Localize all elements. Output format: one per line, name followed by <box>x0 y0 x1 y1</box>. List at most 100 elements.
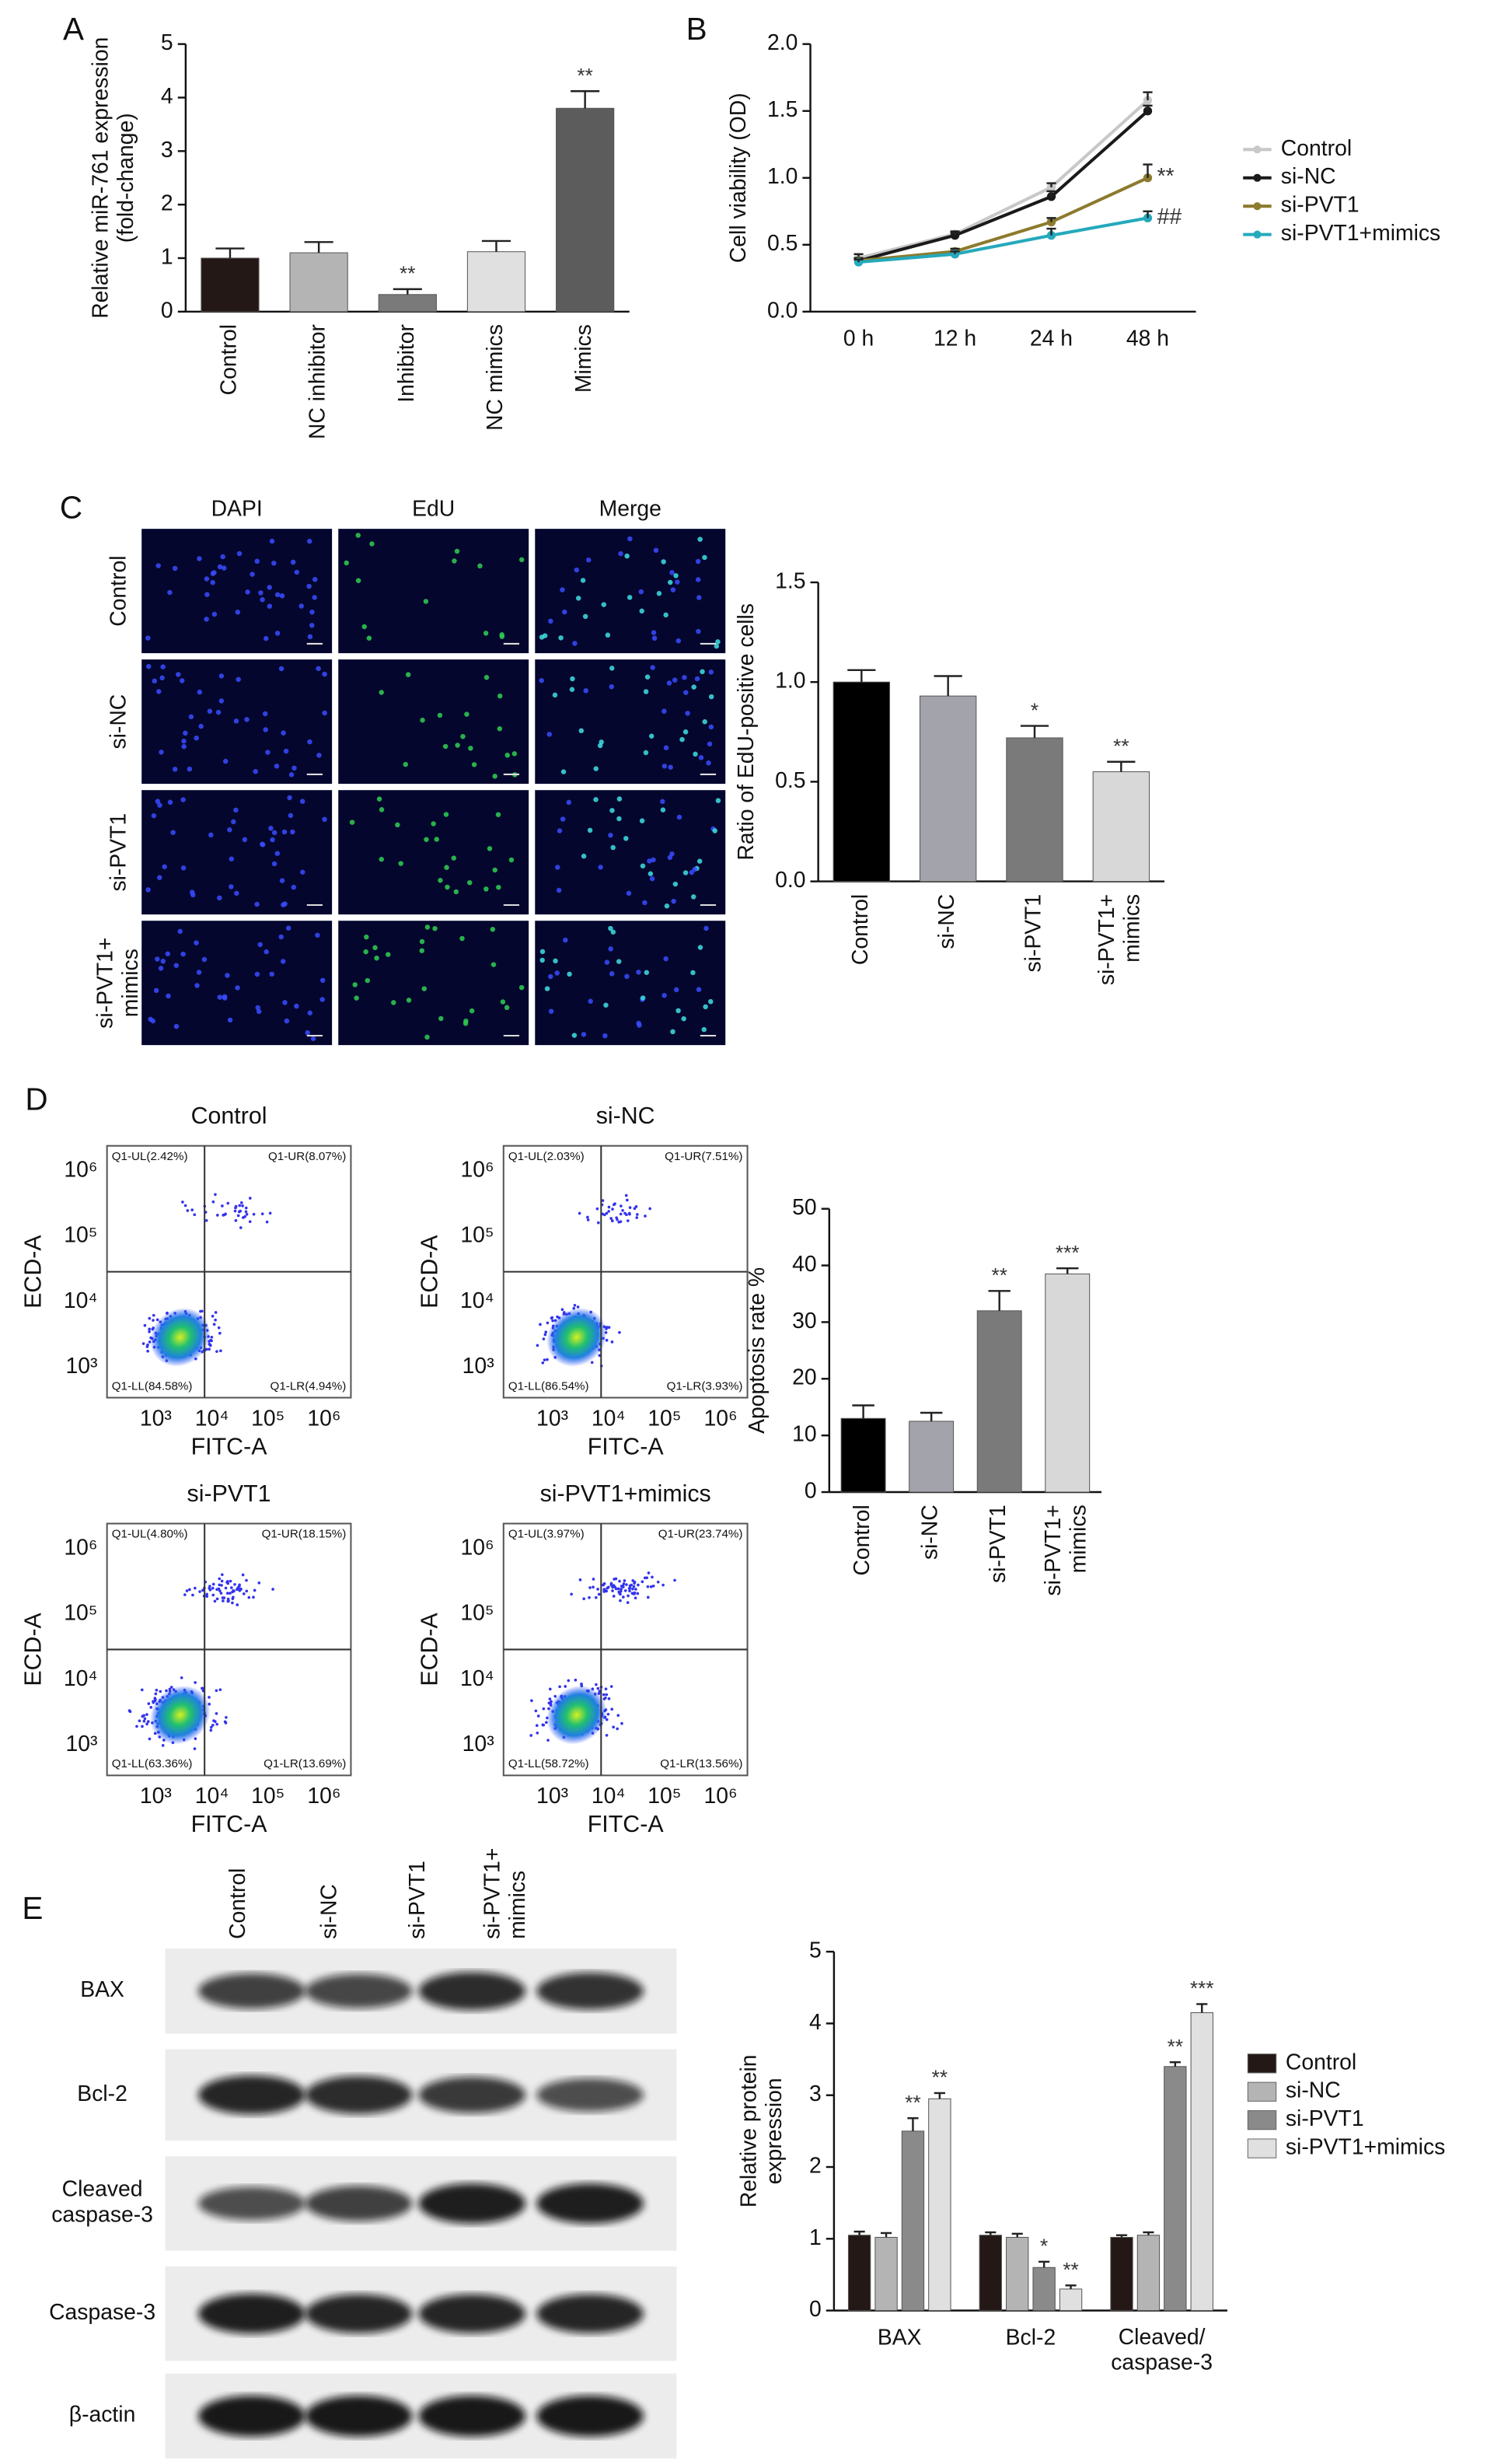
y-tick-label: 30 <box>792 1309 817 1333</box>
event-dot <box>229 1586 233 1589</box>
event-dot <box>628 1589 631 1592</box>
cell-dot <box>316 666 321 672</box>
error-bar <box>852 1404 874 1419</box>
significance-mark: ** <box>1157 164 1175 189</box>
plot-title: si-PVT1+mimics <box>540 1481 711 1507</box>
event-dot <box>628 1586 632 1590</box>
event-dot <box>147 1702 151 1705</box>
error-bar <box>1107 760 1136 772</box>
y-axis-label: Ratio of EdU-positive cells <box>734 603 759 861</box>
cell-dot <box>601 602 607 607</box>
event-dot <box>607 1205 611 1209</box>
y-axis-label: ECD-A <box>21 1235 47 1309</box>
event-dot <box>233 1209 237 1213</box>
cell-dot <box>152 678 157 684</box>
cell-dot <box>269 971 274 977</box>
event-dot <box>229 1592 232 1595</box>
cell-dot <box>290 829 295 835</box>
panel-letter: B <box>686 11 707 47</box>
event-dot <box>215 1588 218 1592</box>
event-dot <box>611 1589 614 1592</box>
bar <box>979 2235 1002 2312</box>
significance-mark: ** <box>991 1263 1007 1287</box>
legend-label: si-PVT1+mimics <box>1286 2135 1445 2160</box>
significance-mark: ** <box>1113 734 1129 757</box>
cell-dot <box>309 623 315 628</box>
event-dot <box>193 1213 197 1217</box>
cell-dot <box>511 751 518 757</box>
cell-dot <box>698 755 704 760</box>
quadrant-label: Q1-UR(7.51%) <box>665 1150 742 1163</box>
cell-dot <box>670 587 676 592</box>
event-dot <box>598 1354 602 1358</box>
x-tick-label: 12 h <box>934 327 976 351</box>
lane-label: si-NC <box>317 1884 342 1939</box>
event-dot <box>241 1204 244 1208</box>
event-dot <box>146 1720 150 1723</box>
cell-dot <box>542 633 548 638</box>
error-bar <box>853 258 864 263</box>
event-dot <box>542 1723 546 1727</box>
event-dot <box>146 1343 149 1347</box>
cell-dot <box>424 924 431 930</box>
event-dot <box>612 1725 615 1729</box>
event-dot <box>226 1597 230 1601</box>
cell-dot <box>624 973 630 980</box>
legend-label: si-PVT1 <box>1286 2106 1364 2131</box>
event-dot <box>185 1589 189 1592</box>
y-tick-label: 1.0 <box>775 669 805 694</box>
cell-dot <box>593 766 599 771</box>
event-dot <box>226 1599 230 1603</box>
cell-dot <box>172 565 178 571</box>
x-axis-label: FITC-A <box>588 1434 665 1459</box>
column-header: EdU <box>412 496 455 521</box>
cell-dot <box>369 541 375 547</box>
x-tick-label: 24 h <box>1030 327 1073 351</box>
lane-label: si-PVT1+mimics <box>480 1848 531 1939</box>
cell-dot <box>715 798 721 803</box>
event-dot <box>211 1593 215 1597</box>
cell-dot <box>597 743 603 749</box>
cell-dot <box>454 548 460 554</box>
event-dot <box>610 1707 614 1711</box>
cell-dot <box>669 851 675 857</box>
blot-band <box>198 2186 305 2221</box>
cell-dot <box>598 865 603 870</box>
cell-dot <box>661 559 666 564</box>
cell-dot <box>376 796 382 802</box>
cell-dot <box>386 952 391 957</box>
error-bar <box>847 669 876 683</box>
event-dot <box>221 1204 224 1208</box>
cell-dot <box>211 611 218 617</box>
cell-dot <box>668 579 673 585</box>
event-dot <box>619 1599 622 1602</box>
x-tick-label: Inhibitor <box>394 324 419 403</box>
event-dot <box>211 1314 215 1318</box>
cell-dot <box>306 583 312 589</box>
cell-dot <box>644 674 651 680</box>
x-tick-label: si-PVT1 <box>986 1505 1011 1583</box>
cell-dot <box>204 592 210 597</box>
error-bar <box>920 1411 943 1421</box>
event-dot <box>605 1211 609 1215</box>
cell-dot <box>180 797 186 802</box>
cell-dot <box>281 902 286 907</box>
cell-dot <box>583 688 589 694</box>
event-dot <box>560 1308 564 1312</box>
event-dot <box>596 1686 600 1690</box>
event-dot <box>602 1590 606 1593</box>
event-dot <box>135 1725 138 1728</box>
event-dot <box>233 1582 236 1586</box>
event-dot <box>213 1599 217 1603</box>
cell-dot <box>406 998 412 1003</box>
cell-dot <box>569 687 575 692</box>
panel-letter: D <box>25 1082 47 1117</box>
bar <box>1006 2236 1029 2312</box>
cell-dot <box>305 1029 310 1036</box>
y-tick-label: 5 <box>809 1938 822 1963</box>
event-dot <box>244 1210 248 1214</box>
cell-dot <box>170 830 176 835</box>
error-bar <box>571 90 600 109</box>
y-tick-label: 10⁴ <box>64 1666 98 1691</box>
